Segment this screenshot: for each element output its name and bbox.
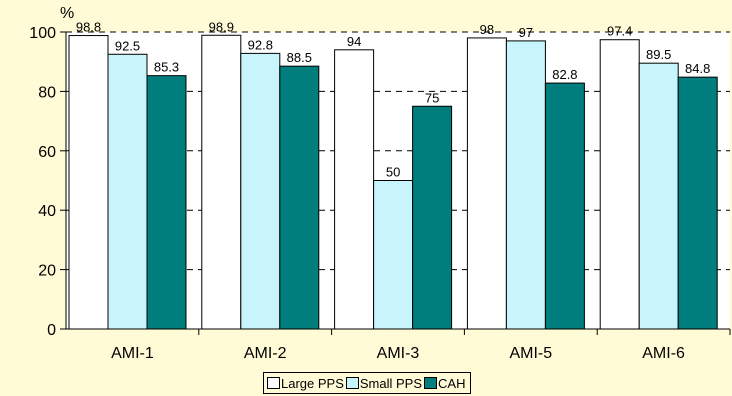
data-labels: 98.8 92.5 85.3 98.9 92.8 88.5 94 50 75 98 97 82.8 97… [76,19,711,179]
legend-label-large-pps: Large PPS [281,375,344,391]
legend-item-small-pps: Small PPS [345,375,423,391]
bar-large-pps-ami-6 [599,39,640,330]
bar-large-pps-ami-1 [68,35,109,330]
y-tick-label: 20 [38,263,56,280]
x-category-label: AMI-3 [377,345,420,362]
legend-item-large-pps: Large PPS [267,376,344,391]
x-category-labels: AMI-1 AMI-2 AMI-3 AMI-5 AMI-6 [111,345,685,362]
data-label: 94 [347,34,361,49]
y-tick-label: 100 [29,25,56,42]
bar-small-pps-ami-5 [505,40,546,330]
y-unit-label: % [60,5,74,22]
data-label: 92.5 [115,38,140,53]
data-label: 88.5 [287,50,312,65]
legend-label-cah: CAH [438,375,466,391]
data-label: 85.3 [154,60,179,75]
bar-chart: 98.8 92.5 85.3 98.9 92.8 88.5 94 50 75 98 97 82.8 97… [29,5,731,362]
data-label: 89.5 [646,47,671,62]
data-label: 92.8 [248,37,273,52]
x-category-label: AMI-5 [509,345,552,362]
x-category-label: AMI-2 [244,345,287,362]
bar-large-pps-ami-2 [201,34,242,330]
bar-cah-ami-2 [279,65,320,330]
y-tick-labels: 0 20 40 60 80 100 [29,25,56,339]
legend-swatch-cah [424,377,438,389]
bar-large-pps-ami-3 [334,49,375,330]
data-label: 82.8 [552,67,577,82]
bar-cah-ami-5 [544,82,585,330]
x-category-label: AMI-6 [642,345,685,362]
data-label: 97.4 [607,24,632,39]
bar-small-pps-ami-6 [638,62,679,330]
data-label: 84.8 [685,61,710,76]
bar-cah-ami-3 [412,105,453,330]
data-label: 75 [425,90,439,105]
bar-small-pps-ami-3 [373,180,414,330]
bar-cah-ami-6 [677,76,718,330]
data-label: 50 [386,165,400,180]
bar-small-pps-ami-2 [240,52,281,330]
y-tick-label: 0 [47,322,56,339]
legend: Large PPS Small PPS CAH [263,372,472,394]
x-category-label: AMI-1 [111,345,154,362]
bar-large-pps-ami-5 [466,37,507,330]
bar-cah-ami-1 [146,75,187,330]
bars [68,34,718,330]
axes [60,31,731,335]
data-label: 98.9 [209,19,234,34]
data-label: 98.8 [76,20,101,35]
data-label: 97 [519,25,533,40]
legend-swatch-large-pps [267,377,280,389]
y-tick-label: 80 [38,84,56,101]
legend-label-small-pps: Small PPS [359,375,423,391]
y-tick-label: 60 [38,144,56,161]
y-tick-label: 40 [38,203,56,220]
legend-swatch-small-pps [345,377,359,389]
data-label: 98 [480,22,494,37]
bar-small-pps-ami-1 [107,53,148,330]
legend-item-cah: CAH [424,376,465,391]
